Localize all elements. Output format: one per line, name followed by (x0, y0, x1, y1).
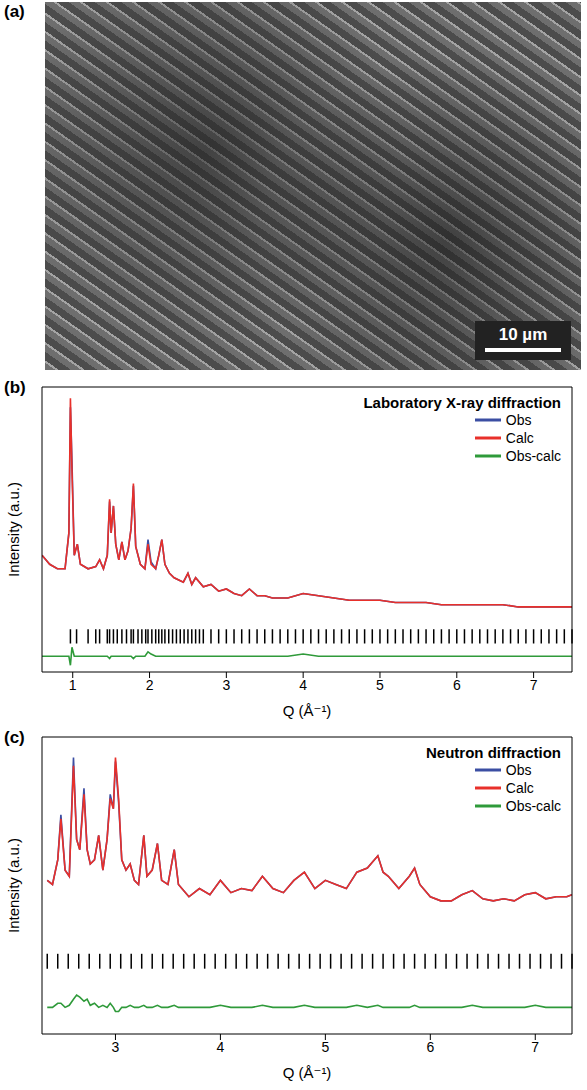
svg-text:Q (Å⁻¹): Q (Å⁻¹) (283, 702, 332, 719)
html-text:Calc: Calc (505, 430, 534, 446)
svg-text:3: 3 (222, 677, 230, 693)
html-text:Obs: Obs (505, 762, 532, 778)
html-text:Calc: Calc (505, 780, 534, 796)
html-text:Obs-calc: Obs-calc (505, 448, 561, 464)
html-text:Laboratory X-ray diffraction: Laboratory X-ray diffraction (363, 394, 561, 411)
svg-text:4: 4 (217, 1039, 225, 1055)
svg-text:6: 6 (426, 1039, 434, 1055)
svg-text:6: 6 (453, 677, 461, 693)
svg-text:Q (Å⁻¹): Q (Å⁻¹) (283, 1064, 332, 1081)
svg-text:5: 5 (321, 1039, 329, 1055)
html-text:Obs: Obs (505, 412, 532, 428)
html-text:(a): (a) (4, 2, 25, 21)
html-text:10 µm: 10 µm (498, 325, 548, 344)
svg-text:7: 7 (530, 677, 538, 693)
svg-text:Intensity (a.u.): Intensity (a.u.) (5, 838, 22, 933)
svg-text:3: 3 (112, 1039, 120, 1055)
html-text:(b): (b) (4, 378, 26, 397)
html-text:Neutron diffraction: Neutron diffraction (426, 744, 561, 761)
svg-text:Intensity (a.u.): Intensity (a.u.) (5, 482, 22, 577)
svg-text:2: 2 (146, 677, 154, 693)
svg-text:5: 5 (376, 677, 384, 693)
svg-text:4: 4 (299, 677, 307, 693)
html-text:(c): (c) (4, 728, 25, 747)
svg-text:1: 1 (69, 677, 77, 693)
svg-text:7: 7 (531, 1039, 539, 1055)
html-text:Obs-calc: Obs-calc (505, 798, 561, 814)
